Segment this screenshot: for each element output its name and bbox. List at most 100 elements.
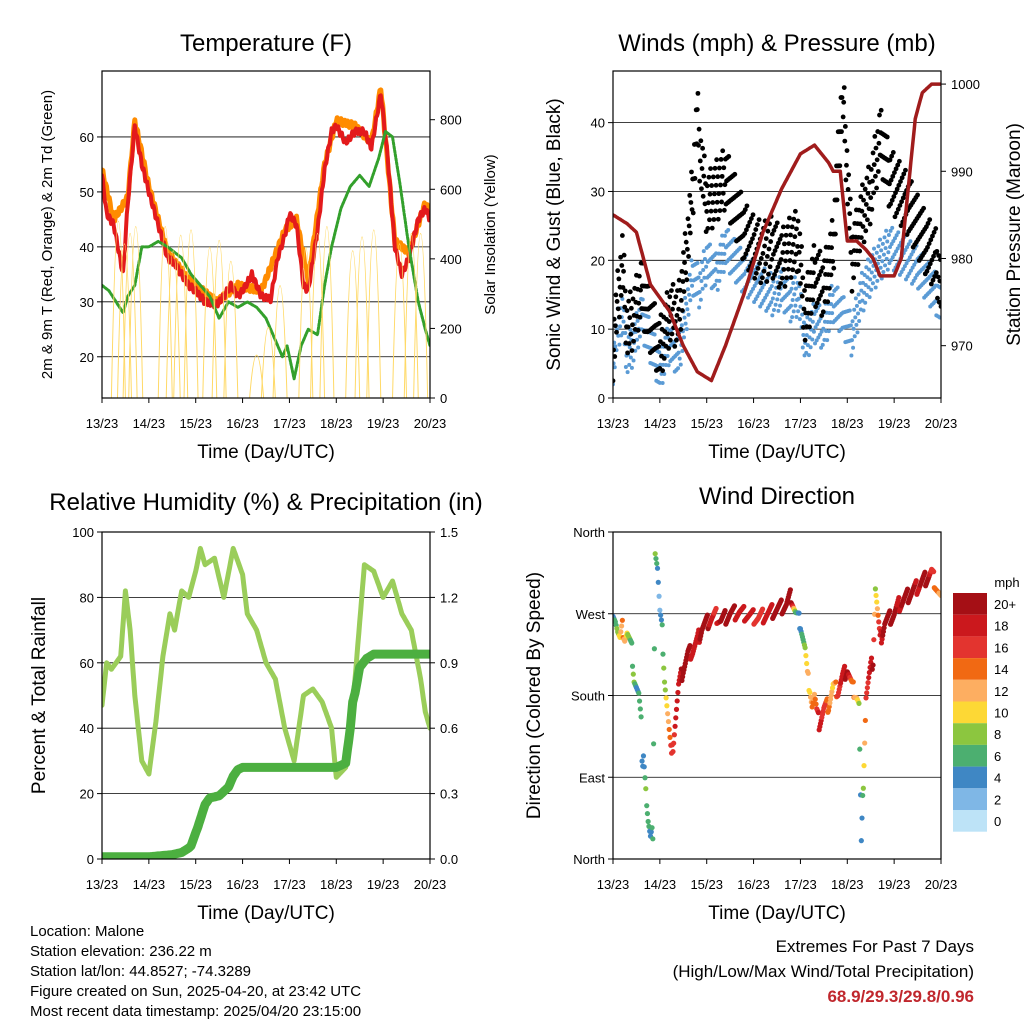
x-tick-label: 17/23 [273,877,306,892]
data-point [826,329,831,334]
data-point [750,236,755,242]
data-point [755,265,761,271]
data-point [695,90,701,96]
data-point [893,166,899,172]
data-point [896,158,902,164]
data-point [751,232,757,237]
data-point [846,172,852,178]
data-point [859,288,864,293]
data-point [771,251,776,257]
colorbar-swatch [953,593,987,615]
data-point [861,239,867,245]
data-point [760,251,766,256]
y-tick-label: 60 [80,130,94,145]
data-point [669,288,674,294]
data-point [667,337,673,343]
y-right-tick-label: 1000 [951,77,980,92]
data-point [933,270,939,276]
extremes-subtitle: (High/Low/Max Wind/Total Precipitation) [672,962,974,981]
direction-point [872,586,879,592]
data-point [797,317,802,322]
data-point [767,264,773,270]
direction-point [856,700,862,707]
direction-point [671,740,677,746]
direction-point [629,663,636,669]
data-point [613,347,616,353]
direction-point [876,619,882,625]
data-point [872,274,877,279]
data-point [714,199,720,205]
data-point [741,255,747,260]
data-point [690,210,696,216]
data-point [697,289,702,294]
data-point [780,250,786,255]
data-point [789,303,794,308]
data-point [618,324,623,329]
insolation-trace [298,247,314,398]
direction-point [769,601,775,608]
data-point [755,278,760,283]
plot-frame [101,531,431,860]
x-axis-label: Time (Day/UTC) [708,903,846,924]
data-point [718,182,723,188]
direction-point [759,606,766,612]
direction-point [661,665,667,671]
data-point [815,276,821,282]
data-point [775,264,781,270]
data-point [687,292,692,297]
station-info: Location: Malone Station elevation: 236.… [30,922,361,1022]
data-point [795,243,800,249]
x-tick-label: 16/23 [737,877,770,892]
x-tick-label: 14/23 [644,416,677,431]
direction-point [651,741,657,747]
data-point [829,245,834,251]
y-right-tick-label: 0.9 [440,656,458,671]
data-point [929,257,935,263]
data-point [682,315,687,320]
direction-point [655,579,661,585]
data-point [921,205,927,211]
data-point [613,323,618,329]
data-point [903,277,908,282]
data-point [614,329,619,335]
data-point [681,289,687,295]
data-point [755,294,760,299]
data-point [872,134,878,139]
data-point [849,353,854,358]
x-tick-label: 13/23 [597,416,630,431]
data-point [665,354,670,359]
data-point [750,212,756,218]
data-point [758,304,763,309]
data-point [816,335,821,340]
series-relative-humidity [102,545,430,780]
data-point [760,285,765,290]
data-point [894,249,899,254]
data-point [871,162,877,168]
data-point [878,237,883,242]
y-right-tick-label: 990 [951,164,973,179]
data-point [770,275,776,281]
direction-point [913,578,919,584]
x-tick-label: 17/23 [784,416,817,431]
data-point [874,250,879,255]
data-point [877,112,882,118]
direction-point [659,622,665,628]
data-point [676,350,681,355]
data-point [805,315,810,320]
direction-point [673,715,679,721]
x-tick-label: 14/23 [644,877,677,892]
data-point [700,260,705,265]
direction-point [873,592,879,599]
data-point [614,299,620,304]
data-point [621,319,626,324]
data-point [935,274,941,280]
data-point [713,208,718,214]
y-tick-label: 40 [591,116,605,131]
data-point [702,275,707,280]
data-point [783,232,789,238]
y-tick-label: 80 [80,590,94,605]
data-point [787,289,792,294]
direction-point [641,764,647,770]
colorbar-swatch [953,701,987,724]
colorbar-label: 0 [994,814,1001,829]
